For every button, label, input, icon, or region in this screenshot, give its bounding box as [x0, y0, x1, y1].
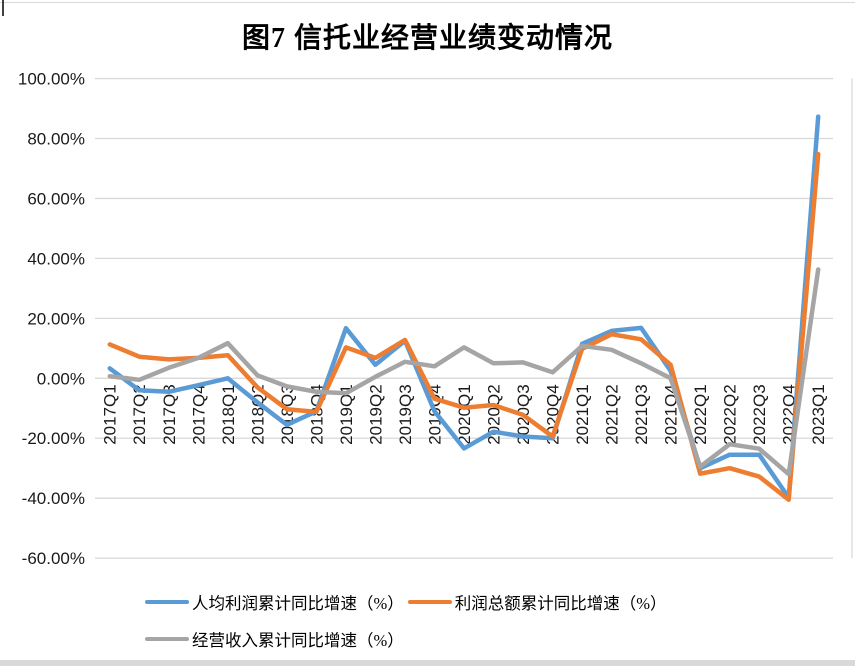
x-axis-tick-label: 2021Q2: [603, 384, 622, 445]
y-axis-tick-label: 0.00%: [37, 369, 85, 388]
y-axis-tick-label: -60.00%: [22, 549, 85, 568]
x-axis-tick-label: 2018Q1: [219, 384, 238, 445]
legend-row-1: 人均利润累计同比增速（%） 利润总额累计同比增速（%）: [145, 590, 785, 614]
legend-item-operating-revenue: 经营收入累计同比增速（%）: [145, 627, 404, 651]
y-axis-tick-label: -40.00%: [22, 489, 85, 508]
x-axis-tick-label: 2017Q4: [189, 384, 208, 445]
x-axis-tick-label: 2021Q1: [573, 384, 592, 445]
x-axis-tick-label: 2017Q1: [101, 384, 120, 445]
y-axis-tick-label: 80.00%: [27, 129, 85, 148]
x-axis-tick-label: 2021Q3: [632, 384, 651, 445]
x-axis-tick-label: 2020Q2: [484, 384, 503, 445]
legend-item-per-capita-profit: 人均利润累计同比增速（%）: [145, 590, 404, 614]
y-axis-tick-label: 20.00%: [27, 309, 85, 328]
page-edge-mark: [2, 0, 4, 16]
x-axis-tick-label: 2020Q4: [544, 384, 563, 445]
chart-legend: 人均利润累计同比增速（%） 利润总额累计同比增速（%） 经营收入累计同比增速（%…: [145, 590, 785, 664]
x-axis-tick-label: 2017Q2: [130, 384, 149, 445]
legend-label: 利润总额累计同比增速（%）: [454, 594, 667, 613]
legend-label: 人均利润累计同比增速（%）: [192, 594, 404, 613]
series-line-2: [107, 267, 821, 477]
legend-swatch-orange: [407, 599, 452, 605]
x-axis-tick-label: 2022Q3: [750, 384, 769, 445]
y-axis-tick-label: 100.00%: [18, 70, 85, 89]
chart-title: 图7 信托业经营业绩变动情况: [241, 23, 613, 54]
y-axis-tick-label: 60.00%: [27, 189, 85, 208]
x-axis-tick-label: 2022Q1: [691, 384, 710, 445]
legend-label: 经营收入累计同比增速（%）: [192, 631, 404, 650]
x-axis-tick-label: 2019Q3: [396, 384, 415, 445]
x-axis-tick-label: 2022Q2: [721, 384, 740, 445]
legend-swatch-gray: [145, 636, 189, 642]
legend-swatch-blue: [145, 599, 189, 605]
y-axis-tick-label: 40.00%: [27, 249, 85, 268]
x-axis-tick-label: 2019Q1: [337, 384, 356, 445]
x-axis-tick-label: 2018Q3: [278, 384, 297, 445]
bottom-divider-bar: [0, 660, 855, 666]
x-axis-tick-label: 2023Q1: [809, 384, 828, 445]
x-axis-tick-label: 2017Q3: [160, 384, 179, 445]
top-divider-line: [0, 2, 855, 3]
x-axis-tick-label: 2020Q1: [455, 384, 474, 445]
series-line-1: [107, 151, 821, 502]
legend-item-total-profit: 利润总额累计同比增速（%）: [407, 590, 667, 614]
x-axis-tick-label: 2019Q2: [366, 384, 385, 445]
legend-row-2: 经营收入累计同比增速（%）: [145, 627, 785, 651]
y-axis-tick-label: -20.00%: [22, 429, 85, 448]
